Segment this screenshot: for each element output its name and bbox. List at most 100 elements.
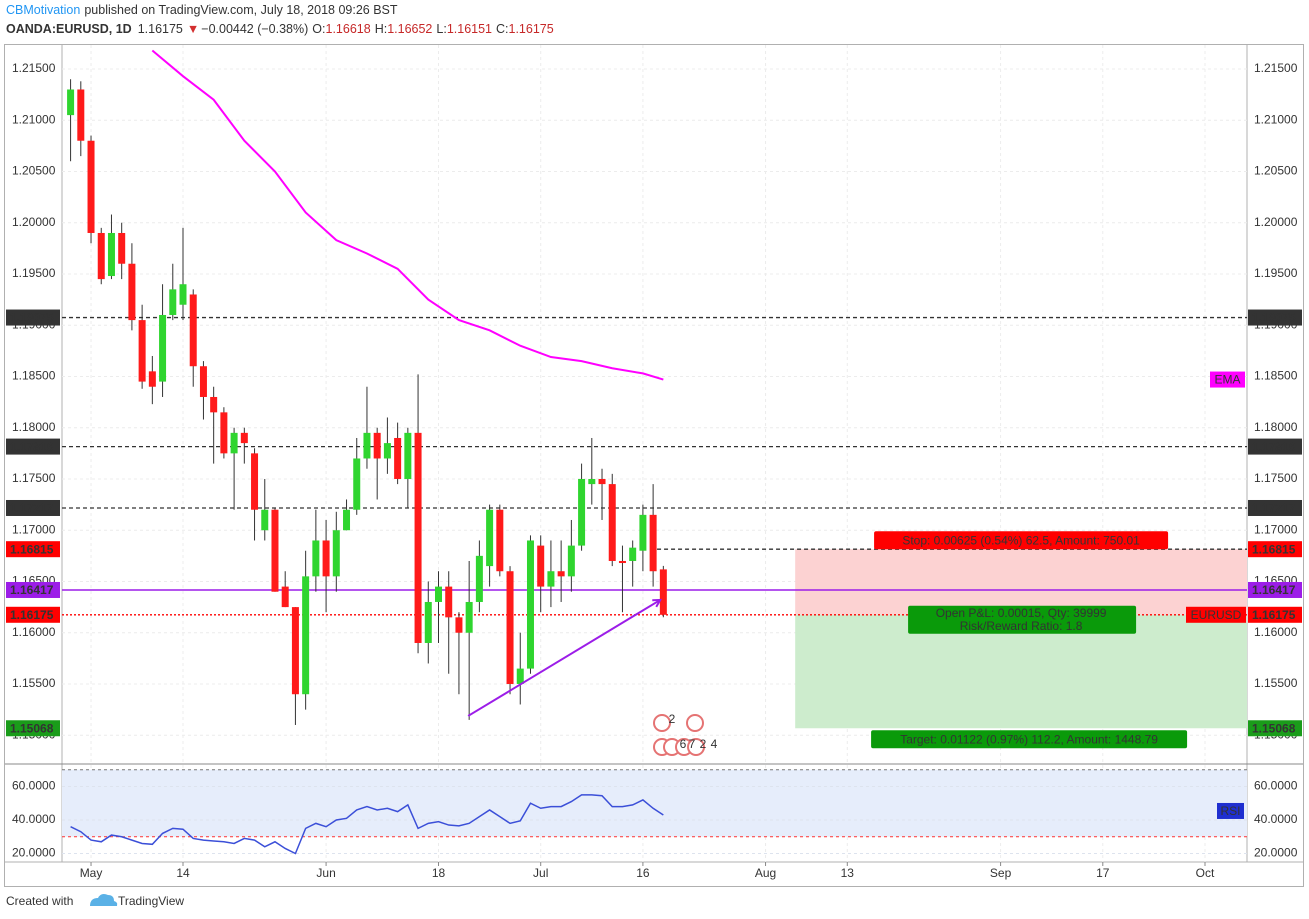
candle-body: [281, 586, 289, 608]
candle-body: [128, 263, 136, 321]
level-label-box: [6, 541, 60, 558]
candle-body: [77, 89, 85, 141]
x-tick-label: Aug: [755, 866, 776, 880]
x-tick-label: Jul: [533, 866, 548, 880]
rsi-tick-label-right: 60.0000: [1254, 779, 1298, 793]
y-tick-label: 1.21500: [12, 61, 56, 75]
candle-body: [424, 601, 432, 643]
x-tick-label: Sep: [990, 866, 1012, 880]
candle-body: [148, 371, 156, 387]
arrow: ▼: [187, 22, 199, 36]
stop-zone: [795, 549, 1247, 615]
pnl-label: Open P&L: 0.00015, Qty: 39999: [936, 606, 1107, 620]
target-label-box: [871, 730, 1188, 749]
candle-body: [363, 432, 371, 459]
level-label-box: [6, 720, 60, 737]
c-label: C:: [496, 22, 509, 36]
candle-body: [588, 478, 596, 485]
level-label: 1.17217: [10, 501, 54, 515]
header-line-2: OANDA:EURUSD, 1D 1.16175 ▼ −0.00442 (−0.38%…: [6, 22, 554, 36]
level-label: 1.16175: [1252, 608, 1296, 622]
y-tick-label-right: 1.19500: [1254, 266, 1298, 280]
y-tick-label: 1.17500: [12, 471, 56, 485]
level-label-box: [1248, 499, 1302, 516]
h-label: H:: [375, 22, 388, 36]
y-tick-label: 1.19500: [12, 266, 56, 280]
y-tick-label-right: 1.16000: [1254, 625, 1298, 639]
y-tick-label-right: 1.17500: [1254, 471, 1298, 485]
candle-body: [414, 432, 422, 643]
candle-body: [261, 509, 269, 531]
candle-body: [169, 289, 177, 315]
x-tick-label: Oct: [1196, 866, 1215, 880]
event-icon: [687, 738, 705, 756]
event-count: 2: [700, 737, 707, 751]
ema-label-box: [1210, 371, 1245, 388]
frame: [4, 44, 1304, 887]
candle-body: [445, 586, 453, 618]
low: 1.16151: [447, 22, 492, 36]
candle-body: [240, 432, 248, 444]
level-label-box: [6, 438, 60, 455]
candle-body: [210, 396, 218, 413]
candle-body: [189, 294, 197, 367]
footer-created: Created with: [6, 894, 73, 908]
candle-body: [475, 555, 483, 602]
candle-body: [353, 458, 361, 510]
rsi-label-box: [1217, 802, 1244, 819]
level-label: 1.16815: [1252, 542, 1296, 556]
stop-label-box: [874, 531, 1169, 550]
rsi-tick-label-right: 20.0000: [1254, 846, 1298, 860]
y-tick-label-right: 1.20500: [1254, 164, 1298, 178]
x-tick-label: 16: [636, 866, 650, 880]
level-label: 1.16417: [10, 583, 54, 597]
level-label: 1.17816: [1252, 440, 1296, 454]
y-tick-label: 1.18000: [12, 420, 56, 434]
level-label-box: [6, 309, 60, 326]
level-label-box: [1248, 581, 1302, 598]
y-tick-label-right: 1.15500: [1254, 676, 1298, 690]
candle-body: [322, 540, 330, 577]
candle-body: [567, 545, 575, 577]
candle-body: [394, 437, 402, 479]
candle-body: [404, 432, 412, 479]
candle-body: [302, 576, 310, 695]
author[interactable]: CBMotivation: [6, 3, 80, 17]
candle-body: [220, 412, 228, 454]
candle-body: [486, 509, 494, 567]
symbol-label: EURUSD: [1191, 608, 1242, 622]
candle-body: [199, 366, 207, 397]
candle-body: [383, 443, 391, 459]
event-icon: [653, 714, 671, 732]
y-tick-label-right: 1.21500: [1254, 61, 1298, 75]
rsi-tick-label-right: 40.0000: [1254, 812, 1298, 826]
trendline-arrow: [652, 598, 663, 608]
candle-body: [107, 232, 115, 277]
y-tick-label: 1.17000: [12, 522, 56, 536]
level-label: 1.17816: [10, 440, 54, 454]
candle-body: [455, 617, 463, 633]
y-tick-label-right: 1.21000: [1254, 112, 1298, 126]
footer-brand[interactable]: TradingView: [118, 894, 184, 908]
candle-body: [608, 484, 616, 561]
level-label: 1.16175: [10, 608, 54, 622]
x-tick-label: 14: [176, 866, 190, 880]
candle-body: [251, 453, 259, 510]
y-tick-label-right: 1.17000: [1254, 522, 1298, 536]
ratio-label: Risk/Reward Ratio: 1.8: [960, 619, 1083, 633]
trendline: [467, 599, 661, 717]
level-label: 1.16417: [1252, 583, 1296, 597]
event-count: 4: [711, 737, 718, 751]
candle-body: [97, 232, 105, 280]
stop-label: Stop: 0.00625 (0.54%) 62.5, Amount: 750.…: [902, 533, 1140, 547]
change: −0.00442 (−0.38%): [201, 22, 308, 36]
x-tick-label: May: [80, 866, 103, 880]
candle-body: [271, 509, 279, 592]
event-icon: [686, 714, 704, 732]
level-label: 1.17217: [1252, 501, 1296, 515]
candle-body: [629, 547, 637, 561]
rsi-band: [62, 769, 1247, 837]
candle-body: [516, 668, 524, 684]
